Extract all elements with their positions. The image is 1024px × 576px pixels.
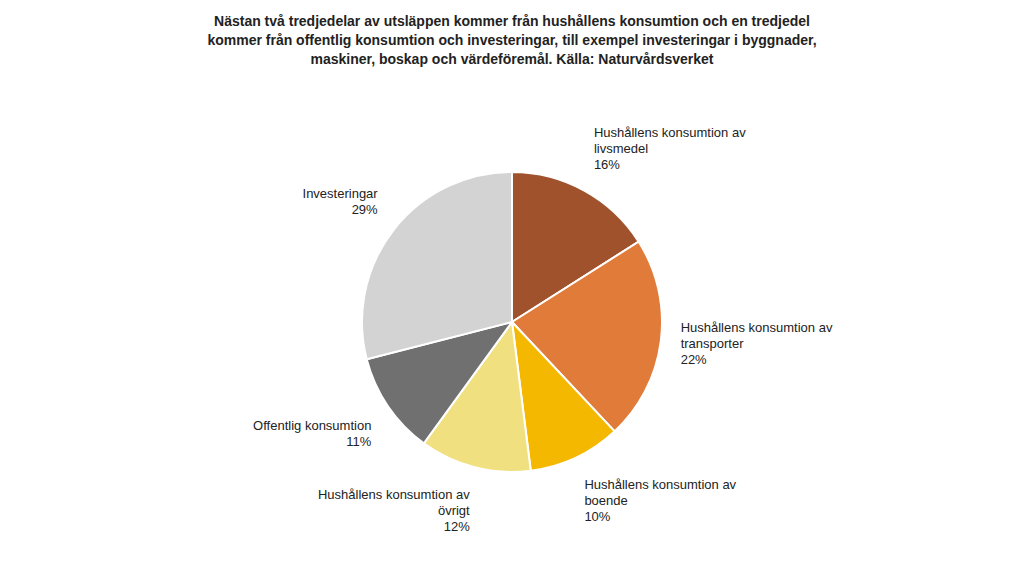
- slice-label-line: Offentlig konsumtion: [253, 418, 371, 433]
- slice-labels: Hushållens konsumtion avlivsmedel16%Hush…: [253, 125, 833, 534]
- pie-slice: [362, 172, 512, 359]
- title-line: Nästan två tredjedelar av utsläppen komm…: [214, 13, 810, 29]
- slice-label: Hushållens konsumtion avövrigt: [318, 487, 470, 518]
- data-label: 16%: [594, 157, 620, 172]
- slice-label: Offentlig konsumtion: [253, 418, 371, 433]
- data-label: 22%: [681, 352, 707, 367]
- slice-label-line: Hushållens konsumtion av: [318, 487, 470, 502]
- slice-label: Hushållens konsumtion avtransporter: [681, 320, 833, 351]
- title-line: kommer från offentlig konsumtion och inv…: [207, 32, 816, 48]
- slice-label: Hushållens konsumtion avboende: [584, 477, 736, 508]
- slice-label-line: Hushållens konsumtion av: [681, 320, 833, 335]
- data-label: 11%: [346, 434, 371, 449]
- data-label: 10%: [584, 509, 610, 524]
- slice-label-line: boende: [584, 493, 627, 508]
- slice-label: Hushållens konsumtion avlivsmedel: [594, 125, 746, 156]
- data-label: 12%: [444, 519, 470, 534]
- slice-label-line: Hushållens konsumtion av: [584, 477, 736, 492]
- data-label: 29%: [352, 202, 378, 217]
- slice-label-line: Hushållens konsumtion av: [594, 125, 746, 140]
- slice-label-line: transporter: [681, 336, 745, 351]
- slice-label-line: livsmedel: [594, 141, 648, 156]
- slice-label-line: Investeringar: [303, 186, 379, 201]
- slice-label-line: övrigt: [438, 503, 470, 518]
- title: Nästan två tredjedelar av utsläppen komm…: [207, 13, 816, 67]
- pie: [362, 172, 662, 472]
- chart: Nästan två tredjedelar av utsläppen komm…: [0, 0, 1024, 576]
- slice-label: Investeringar: [303, 186, 379, 201]
- title-line: maskiner, boskap och värdeföremål. Källa…: [310, 51, 713, 67]
